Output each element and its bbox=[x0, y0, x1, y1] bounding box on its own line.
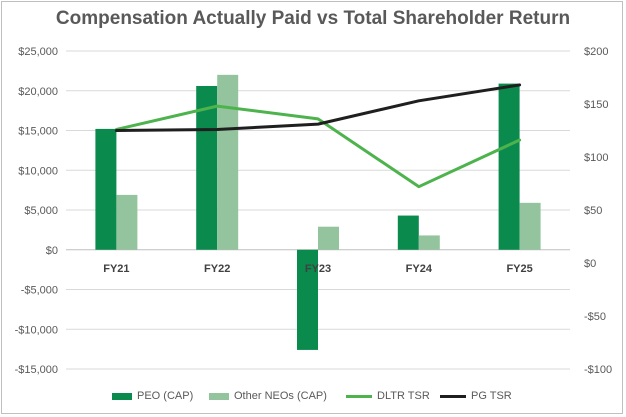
bar-other-neos-cap-fy21 bbox=[116, 194, 138, 250]
y-left-tick-label: $5,000 bbox=[24, 205, 58, 217]
category-labels: FY21 FY22 FY23 FY24 FY25 bbox=[103, 263, 532, 275]
category-label-fy25: FY25 bbox=[506, 263, 532, 275]
legend-swatch-other-neos bbox=[209, 392, 229, 400]
bar-other-neos-cap-fy22 bbox=[217, 74, 239, 250]
legend-label-dltr-tsr: DLTR TSR bbox=[377, 390, 430, 402]
legend-label-pg-tsr: PG TSR bbox=[471, 390, 512, 402]
bar-peo-cap-fy23 bbox=[297, 249, 318, 350]
legend-swatch-dltr-tsr bbox=[346, 394, 372, 398]
legend-item-pg-tsr: PG TSR bbox=[440, 387, 512, 405]
left-axis-ticks: $25,000 $20,000 $15,000 $10,000 $5,000 $0 -$5,… bbox=[15, 46, 58, 376]
y-right-tick-label: -$50 bbox=[584, 311, 606, 323]
legend-label-other-neos: Other NEOs (CAP) bbox=[234, 390, 327, 402]
line-pg-tsr bbox=[114, 83, 522, 132]
category-label-fy21: FY21 bbox=[103, 263, 129, 275]
bar-peo-cap-fy22 bbox=[196, 85, 218, 250]
y-right-tick-label: $200 bbox=[584, 46, 608, 58]
bar-series bbox=[95, 74, 541, 350]
legend-swatch-peo bbox=[112, 392, 132, 400]
legend-label-peo: PEO (CAP) bbox=[137, 390, 194, 402]
y-right-tick-label: $100 bbox=[584, 152, 608, 164]
line-series bbox=[114, 83, 522, 189]
legend-swatch-pg-tsr bbox=[440, 394, 466, 398]
y-left-tick-label: $15,000 bbox=[18, 126, 58, 138]
right-axis-ticks: $200 $150 $100 $50 $0 -$50 -$100 bbox=[584, 46, 612, 376]
y-right-tick-label: $50 bbox=[584, 205, 602, 217]
y-left-tick-label: -$15,000 bbox=[15, 364, 58, 376]
y-right-tick-label: $0 bbox=[584, 258, 596, 270]
legend-item-other-neos: Other NEOs (CAP) bbox=[209, 387, 327, 405]
y-right-tick-label: $150 bbox=[584, 99, 608, 111]
y-left-tick-label: $25,000 bbox=[18, 46, 58, 58]
legend-item-peo: PEO (CAP) bbox=[112, 387, 193, 405]
category-label-fy24: FY24 bbox=[406, 263, 433, 275]
bar-other-neos-cap-fy25 bbox=[519, 202, 541, 250]
y-left-tick-label: $0 bbox=[46, 245, 58, 257]
y-right-tick-label: -$100 bbox=[584, 364, 612, 376]
chart-title: Compensation Actually Paid vs Total Shar… bbox=[55, 8, 571, 29]
bar-other-neos-cap-fy24 bbox=[418, 235, 440, 250]
y-left-tick-label: $10,000 bbox=[18, 165, 58, 177]
bar-peo-cap-fy25 bbox=[498, 83, 520, 250]
y-left-tick-label: -$10,000 bbox=[15, 324, 58, 336]
y-left-tick-label: -$5,000 bbox=[21, 285, 58, 297]
legend-item-dltr-tsr: DLTR TSR bbox=[346, 387, 430, 405]
bar-peo-cap-fy21 bbox=[95, 128, 117, 250]
bar-other-neos-cap-fy23 bbox=[318, 226, 339, 250]
bar-peo-cap-fy24 bbox=[397, 215, 419, 250]
category-label-fy23: FY23 bbox=[305, 263, 331, 275]
category-label-fy22: FY22 bbox=[204, 263, 230, 275]
legend: PEO (CAP) Other NEOs (CAP) DLTR TSR PG T… bbox=[0, 387, 626, 405]
line-dltr-tsr bbox=[114, 104, 522, 189]
y-left-tick-label: $20,000 bbox=[18, 86, 58, 98]
